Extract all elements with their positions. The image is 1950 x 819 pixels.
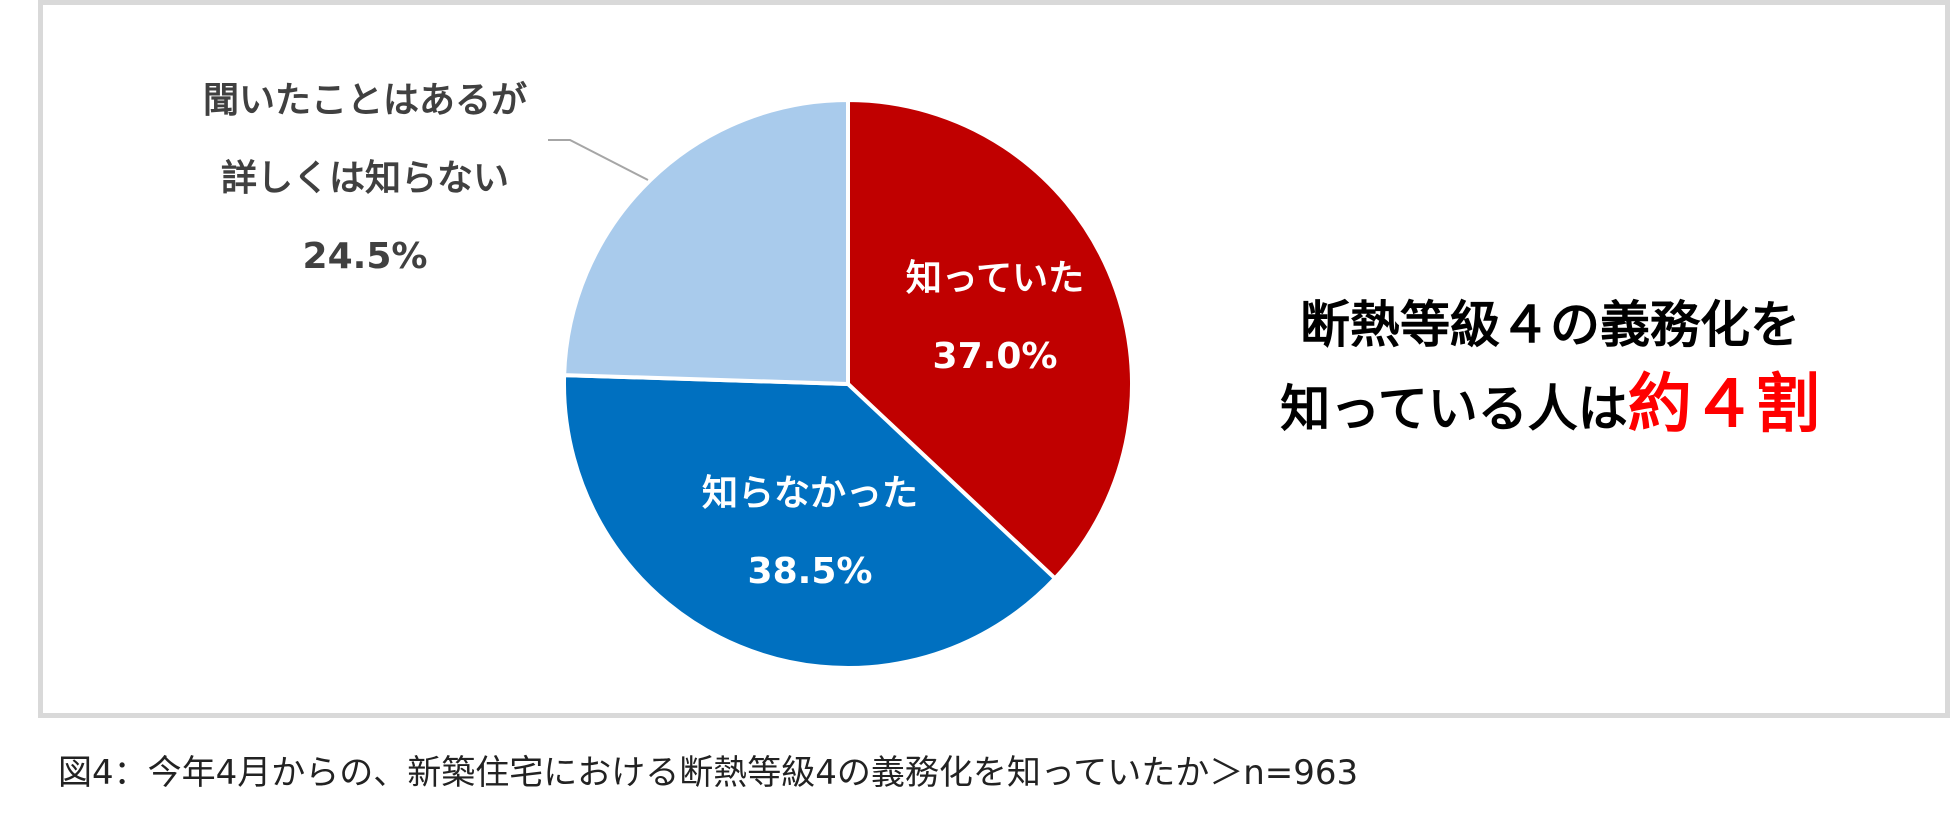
headline-line1: 断熱等級４の義務化を [1300, 296, 1800, 354]
slice-label-unknown-value: 38.5% [747, 551, 873, 592]
headline: 断熱等級４の義務化を 知っている人は約４割 [1220, 285, 1880, 449]
slice-label-known-value: 37.0% [932, 336, 1058, 377]
figure-caption: 図4：今年4月からの、新築住宅における断熱等級4の義務化を知っていたか＞n=96… [58, 753, 1359, 793]
slice-label-unknown: 知らなかった 38.5% [670, 455, 950, 611]
slice-label-heard-line1: 聞いたことはあるが [202, 80, 527, 121]
slice-label-unknown-name: 知らなかった [701, 473, 918, 514]
slice-heard [562, 98, 850, 386]
leader-line [548, 139, 649, 181]
headline-line2-prefix: 知っている人は [1280, 380, 1628, 438]
slice-label-known: 知っていた 37.0% [870, 240, 1120, 396]
headline-emphasis: 約４割 [1627, 368, 1820, 442]
slice-label-heard: 聞いたことはあるが 詳しくは知らない 24.5% [175, 62, 555, 296]
slice-label-heard-line2: 詳しくは知らない [220, 158, 509, 199]
slice-label-heard-value: 24.5% [302, 236, 428, 277]
slice-label-known-name: 知っていた [905, 258, 1085, 299]
slice-known [846, 98, 1134, 581]
slice-unknown [562, 373, 1058, 670]
